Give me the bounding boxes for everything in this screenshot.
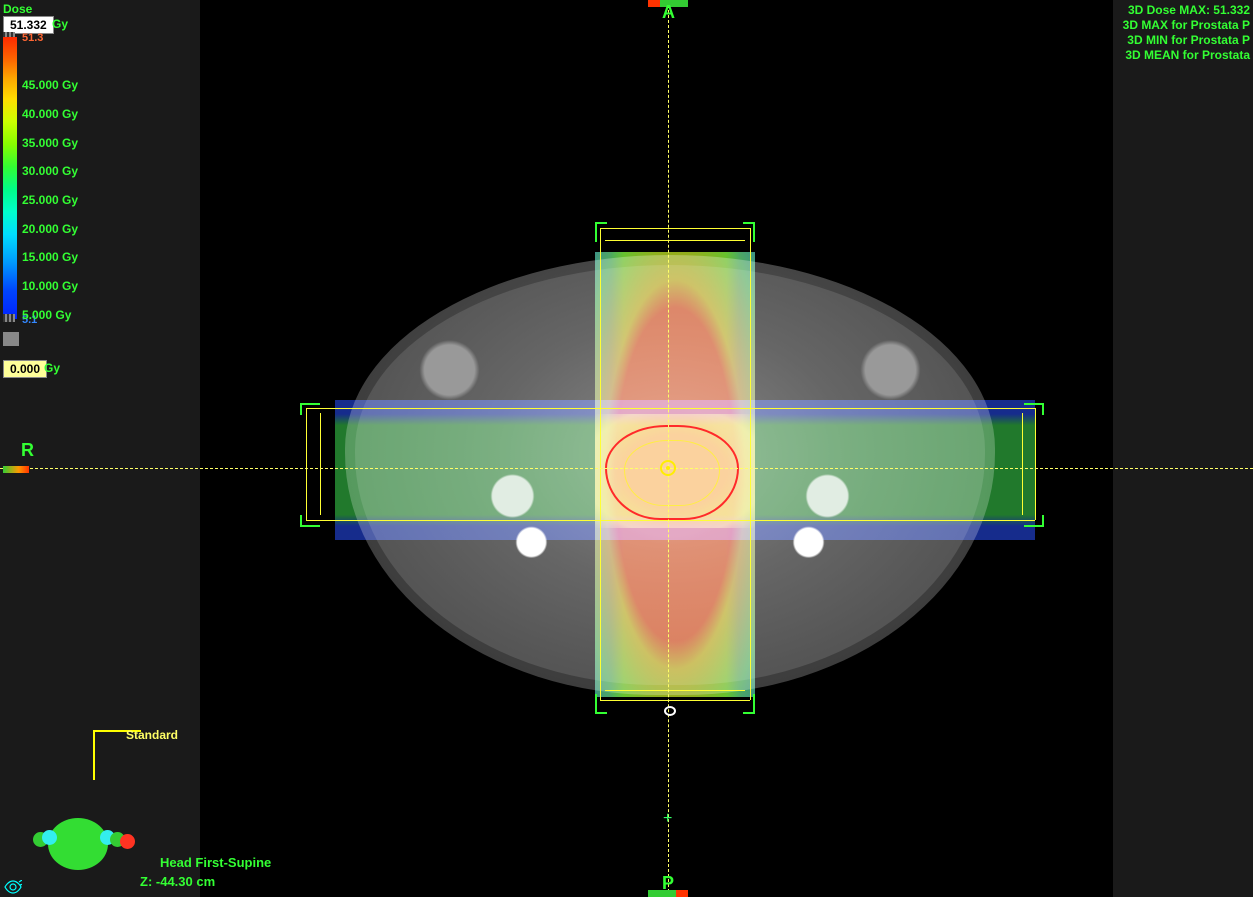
orientation-widget[interactable]: Standard (18, 800, 158, 880)
orientation-body-icon (48, 818, 108, 870)
jaw-bracket-lb[interactable] (300, 515, 320, 527)
field-edge-v-left[interactable] (600, 228, 601, 700)
orientation-label-right: R (21, 440, 34, 461)
colorbar-tick-label: 45.000 Gy (22, 78, 78, 92)
status-patient-position: Head First-Supine (160, 855, 271, 870)
colorbar-top-value: 51.3 (22, 32, 43, 44)
reference-point-icon (664, 706, 676, 716)
field-edge-h-left[interactable] (306, 408, 307, 520)
dose-min-unit: Gy (44, 361, 60, 375)
field-edge-v-right[interactable] (750, 228, 751, 700)
orientation-dot-5 (120, 834, 135, 849)
jaw-bracket-br[interactable] (743, 694, 755, 714)
field-edge-h-top[interactable] (306, 408, 1035, 409)
dose-min-input[interactable]: 0.000 (3, 360, 47, 378)
orientation-axis-v (93, 730, 95, 780)
jaw-bracket-rb[interactable] (1024, 515, 1044, 527)
jaw-bracket-rt[interactable] (1024, 403, 1044, 415)
info-line: 3D MAX for Prostata P (1123, 18, 1250, 32)
colorbar-tick-label: 5.000 Gy (22, 308, 71, 322)
jaw-bracket-bl[interactable] (595, 694, 607, 714)
status-z-position: Z: -44.30 cm (140, 874, 215, 889)
right-panel-band (1113, 0, 1253, 897)
isocenter-marker[interactable] (660, 460, 676, 476)
colorbar-handle-bottom-icon[interactable] (3, 314, 15, 322)
jaw-bracket-tl[interactable] (595, 222, 607, 242)
orientation-standard-label: Standard (126, 728, 178, 742)
colorbar-tick-label: 25.000 Gy (22, 193, 78, 207)
orientation-dot-2 (42, 830, 57, 845)
dose-max-unit: Gy (52, 17, 68, 31)
colorbar-tick-label: 40.000 Gy (22, 107, 78, 121)
field-inner-v-bottom (605, 690, 745, 691)
visibility-eye-icon[interactable] (4, 880, 22, 897)
dose-colorbar[interactable] (3, 37, 17, 319)
orientation-label-anterior: A (662, 2, 675, 23)
info-line: 3D MEAN for Prostata (1125, 48, 1250, 62)
crosshair-vertical[interactable] (668, 0, 669, 897)
colorbar-tick-label: 20.000 Gy (22, 222, 78, 236)
field-edge-h-bottom[interactable] (306, 520, 1035, 521)
field-inner-h-left (320, 413, 321, 515)
crosshair-horizontal[interactable] (0, 468, 1253, 469)
jaw-bracket-lt[interactable] (300, 403, 320, 415)
secondary-cross-icon: + (663, 810, 672, 828)
field-edge-v-top[interactable] (600, 228, 750, 229)
colorbar-tick-label: 35.000 Gy (22, 136, 78, 150)
dose-colorbar-gradient (3, 37, 17, 319)
colorbar-tick-label: 10.000 Gy (22, 279, 78, 293)
orientation-bar-right (3, 466, 29, 473)
jaw-bracket-tr[interactable] (743, 222, 755, 242)
colorbar-tick-label: 15.000 Gy (22, 250, 78, 264)
field-inner-v-top (605, 240, 745, 241)
field-inner-h-right (1022, 413, 1023, 515)
info-line: 3D MIN for Prostata P (1127, 33, 1250, 47)
field-edge-h-right[interactable] (1035, 408, 1036, 520)
info-line: 3D Dose MAX: 51.332 (1128, 3, 1250, 17)
orientation-bar-posterior (648, 890, 688, 897)
ct-viewport[interactable]: + A P Dose 51.332 Gy 51.3 5.1 45.000 Gy4… (0, 0, 1253, 897)
colorbar-tick-label: 30.000 Gy (22, 164, 78, 178)
dose-off-swatch[interactable] (3, 332, 19, 346)
field-edge-v-bottom[interactable] (600, 700, 750, 701)
dose-legend-title: Dose (3, 2, 32, 16)
